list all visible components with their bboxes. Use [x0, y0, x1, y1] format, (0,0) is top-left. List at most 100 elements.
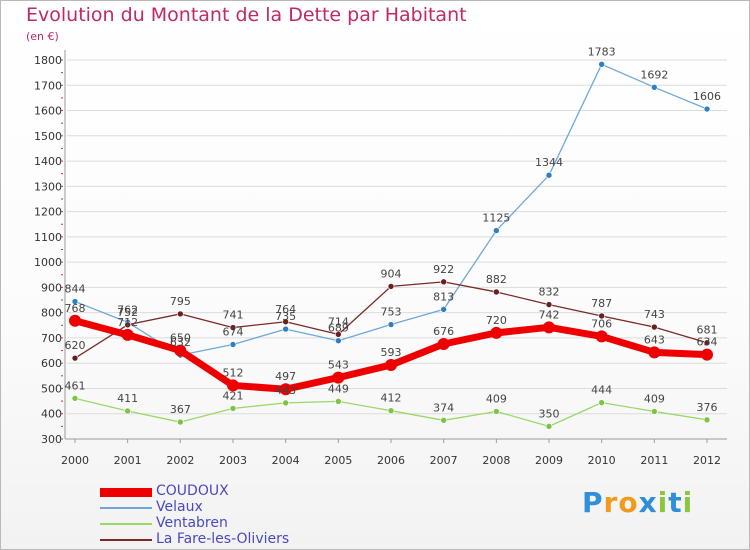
x-tick-label: 2006	[377, 454, 405, 467]
legend-swatch	[100, 523, 152, 525]
data-label: 1783	[588, 45, 616, 58]
data-label: 904	[381, 267, 402, 280]
data-point	[648, 346, 661, 359]
data-point	[490, 326, 503, 339]
data-point	[437, 337, 450, 350]
data-point	[335, 337, 342, 345]
data-point	[703, 339, 711, 347]
data-label: 676	[433, 325, 454, 338]
x-tick-label: 2000	[61, 454, 89, 467]
data-point	[69, 314, 81, 327]
data-point	[282, 399, 289, 407]
data-label: 449	[328, 382, 349, 395]
data-point	[651, 323, 658, 331]
data-point	[177, 310, 184, 318]
data-point	[229, 341, 237, 348]
data-label: 443	[275, 384, 296, 397]
data-label: 674	[223, 326, 244, 339]
y-tick-label: 600	[41, 357, 62, 370]
data-point	[124, 321, 131, 329]
data-point	[545, 171, 553, 179]
data-label: 832	[539, 286, 560, 299]
logo-letter: x	[638, 486, 658, 519]
chart-title: Evolution du Montant de la Dette par Hab…	[26, 4, 467, 26]
data-point	[227, 379, 239, 392]
y-tick-label: 800	[41, 307, 62, 320]
data-label: 720	[486, 314, 507, 327]
legend-label: Ventabren	[156, 515, 228, 531]
data-label: 741	[223, 309, 244, 322]
y-tick-label: 1600	[34, 105, 62, 118]
x-tick-label: 2012	[693, 454, 721, 467]
data-point	[174, 344, 187, 357]
data-label: 461	[65, 379, 86, 392]
data-label: 689	[328, 322, 349, 335]
data-point	[651, 408, 658, 415]
data-label: 681	[697, 324, 718, 337]
data-point	[493, 288, 500, 296]
data-point	[545, 423, 553, 430]
data-label: 1692	[640, 68, 668, 81]
data-point	[387, 283, 395, 290]
data-label: 411	[117, 392, 138, 405]
data-point	[598, 312, 605, 320]
y-tick-label: 1000	[34, 256, 62, 269]
data-label: 374	[433, 401, 454, 414]
data-point	[385, 358, 397, 371]
data-point	[598, 399, 605, 406]
data-point	[335, 398, 342, 405]
data-point	[279, 383, 292, 396]
y-tick-label: 900	[41, 281, 62, 294]
data-label: 1125	[482, 212, 510, 225]
data-label: 367	[170, 403, 191, 416]
data-point	[493, 227, 500, 234]
y-tick-label: 1200	[34, 206, 62, 219]
data-point	[282, 318, 289, 326]
x-tick-label: 2008	[482, 454, 510, 467]
data-point	[440, 306, 447, 313]
data-point	[440, 278, 447, 286]
y-tick-label: 500	[41, 382, 62, 395]
data-label: 634	[697, 336, 718, 349]
data-label: 844	[65, 283, 86, 296]
data-label: 444	[591, 384, 612, 397]
x-tick-label: 2004	[272, 454, 300, 467]
y-tick-label: 1800	[34, 54, 62, 67]
data-label: 922	[433, 263, 454, 276]
y-tick-label: 1300	[34, 180, 62, 193]
data-point	[124, 407, 131, 415]
x-tick-label: 2011	[640, 454, 668, 467]
x-tick-label: 2007	[430, 454, 458, 467]
y-tick-label: 1700	[34, 79, 62, 92]
data-point	[387, 407, 395, 415]
legend-label: Velaux	[156, 499, 203, 515]
data-point	[71, 298, 79, 305]
y-tick-label: 700	[41, 332, 62, 345]
data-label: 768	[65, 302, 86, 315]
data-label: 376	[697, 401, 718, 414]
x-tick-label: 2002	[166, 454, 194, 467]
data-label: 742	[539, 308, 560, 321]
data-label: 753	[381, 306, 402, 319]
data-label: 409	[486, 392, 507, 405]
y-tick-label: 1100	[34, 231, 62, 244]
data-point	[440, 417, 447, 424]
data-label: 512	[223, 366, 244, 379]
data-point	[229, 405, 237, 412]
data-label: 706	[591, 317, 612, 330]
legend-label: COUDOUX	[156, 483, 229, 499]
data-point	[335, 331, 342, 338]
data-point	[282, 325, 289, 333]
data-label: 762	[117, 303, 138, 316]
data-label: 543	[328, 359, 349, 372]
data-label: 735	[275, 310, 296, 323]
data-point	[595, 330, 608, 343]
data-point	[493, 408, 500, 415]
data-point	[598, 60, 605, 68]
logo-letter: i	[682, 486, 694, 519]
legend-swatch	[100, 488, 152, 497]
data-point	[703, 105, 711, 113]
y-tick-label: 1400	[34, 155, 62, 168]
